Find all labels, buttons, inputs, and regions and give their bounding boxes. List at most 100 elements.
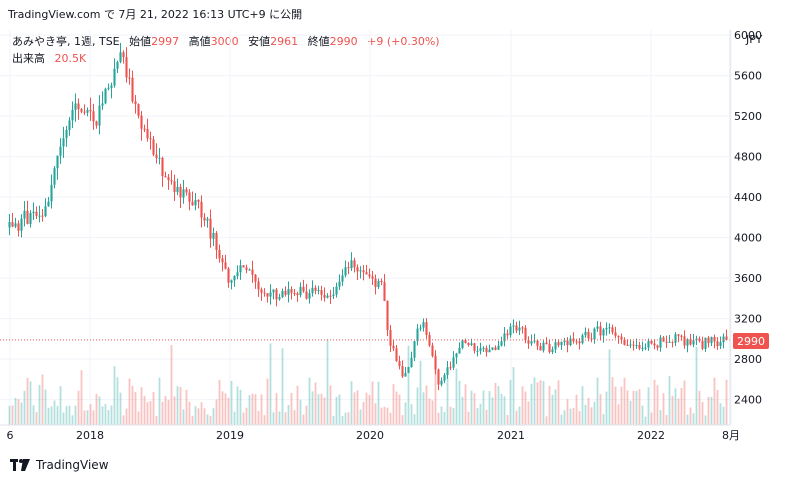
candle-body [236,272,239,277]
volume-bar [266,378,269,425]
candle-body [89,109,92,112]
volume-bar [197,408,200,425]
candle-body [581,335,584,344]
candle-body [464,340,467,343]
candle-body [602,329,605,336]
candle-body [254,274,257,282]
footer[interactable]: TradingView [10,458,109,472]
volume-bar [41,374,44,425]
volume-bar [650,412,653,425]
volume-bar [548,385,551,425]
volume-bar [44,389,47,425]
volume-bar [686,414,689,425]
volume-bar [281,348,284,425]
volume-bar [173,396,176,425]
volume-bar [131,385,134,425]
candle-body [347,267,350,269]
volume-bar [575,394,578,425]
candle-body [335,286,338,295]
volume-bar [353,392,356,425]
candle-body [29,213,32,224]
candle-body [422,322,425,328]
candle-body [20,218,23,231]
candle-body [362,270,365,273]
candle-body [50,184,53,202]
volume-bar [617,404,620,425]
volume-bar [719,403,722,425]
candle-body [161,157,164,177]
volume-bar [539,380,542,425]
volume-bar [155,416,158,425]
candle-body [275,289,278,300]
candle-body [287,289,290,295]
volume-bar [164,396,167,425]
volume-bar [317,394,320,425]
volume-bar [263,415,266,425]
publish-header: TradingView.com で 7月 21, 2022 16:13 UTC+… [8,8,303,21]
candle-body [704,337,707,349]
volume-bar [338,394,341,425]
volume-bar [707,396,710,425]
candle-body [299,286,302,296]
volume-bar [62,412,65,425]
candle-body [326,295,329,298]
candle-body [62,138,65,147]
volume-bar [398,394,401,425]
volume-bar [491,397,494,425]
candle-body [152,139,155,155]
volume-bar [68,405,71,425]
candle-body [158,157,161,159]
volume-bar [194,406,197,425]
candle-body [167,177,170,181]
volume-bar [614,386,617,425]
volume-bar [107,410,110,425]
candle-body [416,328,419,342]
volume-bar [644,416,647,425]
candle-body [137,104,140,116]
candle-body [494,347,497,350]
volume-bar [293,410,296,425]
candle-body [545,342,548,345]
volume-bar [251,393,254,425]
candle-body [497,345,500,350]
candle-body [113,68,116,86]
volume-bar [632,390,635,425]
volume-bar [59,386,62,425]
candle-body [296,293,299,296]
candle-body [32,211,35,214]
candle-body [173,181,176,193]
candle-body [500,341,503,346]
candle-body [104,88,107,104]
volume-bar [659,410,662,425]
volume-bar [620,386,623,425]
volume-bar [275,393,278,425]
candle-body [434,356,437,370]
candle-body [371,276,374,279]
candle-body [218,249,221,259]
candle-body [713,336,716,342]
candle-body [401,366,404,377]
candle-body [719,342,722,347]
volume-bar [242,412,245,425]
candle-body [515,325,518,331]
price-axis: 2400 2800 3200 3600 4000 4400 4800 5200 5600 6000 [734,29,762,407]
candle-body [350,260,353,269]
candle-body [11,222,14,227]
candle-body [521,327,524,329]
candle-body [356,267,359,272]
candle-body [185,189,188,193]
currency-label: JPY [746,33,763,46]
volume-bar [269,343,272,425]
volume-bar [605,391,608,425]
volume-bar [122,415,125,425]
volume-bar [404,402,407,425]
volume-bar [146,402,149,425]
candle-body [233,276,236,281]
volume-bar [179,387,182,425]
volume-bar [302,414,305,425]
candle-body [599,326,602,336]
candle-body [674,334,677,343]
volume-bar [332,415,335,425]
volume-bar [287,404,290,425]
